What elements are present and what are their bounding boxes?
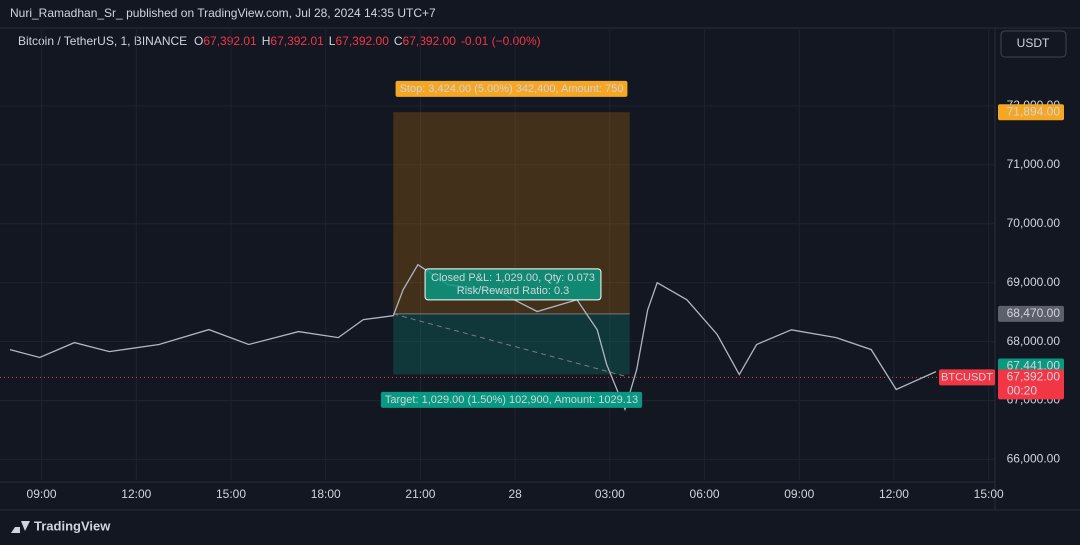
x-tick-label: 18:00 xyxy=(311,487,341,501)
ohlc-value: 67,392.00 xyxy=(335,34,389,48)
y-tick-label: 69,000.00 xyxy=(1007,275,1061,289)
y-tick-label: 68,000.00 xyxy=(1007,334,1061,348)
x-tick-label: 12:00 xyxy=(879,487,909,501)
ohlc-key: L xyxy=(329,34,336,48)
ratio-label: Risk/Reward Ratio: 0.3 xyxy=(457,285,570,297)
publisher: Nuri_Ramadhan_Sr_ published on TradingVi… xyxy=(10,6,436,20)
trade-path xyxy=(393,313,630,378)
last-price-bg xyxy=(998,369,1064,400)
x-tick-label: 03:00 xyxy=(595,487,625,501)
symbol-tag-bg xyxy=(939,369,995,386)
pnl-label: Closed P&L: 1,029.00, Qty: 0.073 xyxy=(431,272,595,284)
currency: USDT xyxy=(1017,36,1050,50)
x-tick-label: 15:00 xyxy=(216,487,246,501)
entry-price: 68,470.00 xyxy=(1007,306,1061,320)
x-tick-label: 15:00 xyxy=(974,487,1004,501)
currency-button[interactable] xyxy=(1000,30,1067,58)
x-tick-label: 09:00 xyxy=(784,487,814,501)
last-price: 67,392.00 xyxy=(1007,370,1061,384)
brand: TradingView xyxy=(34,518,111,533)
grid xyxy=(0,30,995,480)
x-tick-label: 09:00 xyxy=(27,487,57,501)
logo xyxy=(11,521,30,533)
stop-label-bg xyxy=(395,80,628,97)
y-tick-label: 71,000.00 xyxy=(1007,157,1061,171)
change: -0.01 (−0.00%) xyxy=(461,34,541,48)
ohlc-key: H xyxy=(262,34,271,48)
ohlc-key: O xyxy=(194,34,203,48)
pnl-box xyxy=(424,268,602,301)
x-tick-label: 06:00 xyxy=(690,487,720,501)
ohlc: O67,392.01 H67,392.01 L67,392.00 C67,392.00… xyxy=(194,34,541,48)
y-tick-label: 70,000.00 xyxy=(1007,216,1061,230)
price-line xyxy=(9,263,937,412)
stop-price: 71,894.00 xyxy=(1007,104,1061,118)
symbol: Bitcoin / TetherUS, 1, BINANCE xyxy=(18,34,187,48)
target-label-bg xyxy=(380,391,643,408)
symbol-tag: BTCUSDT xyxy=(941,371,993,383)
ohlc-value: 67,392.01 xyxy=(203,34,257,48)
stop-label: Stop: 3,424.00 (5.00%) 342,400, Amount: … xyxy=(400,83,624,95)
ohlc-value: 67,392.00 xyxy=(403,34,457,48)
entry-price-bg xyxy=(998,305,1064,322)
target-label: Target: 1,029.00 (1.50%) 102,900, Amount… xyxy=(385,394,638,406)
x-tick-label: 21:00 xyxy=(405,487,435,501)
ohlc-key: C xyxy=(394,34,403,48)
ohlc-value: 67,392.01 xyxy=(270,34,324,48)
target-price: 67,441.00 xyxy=(1007,359,1061,373)
x-tick-label: 12:00 xyxy=(121,487,151,501)
countdown: 00:20 xyxy=(1007,384,1037,398)
stop-price-bg xyxy=(998,104,1064,121)
y-tick-label: 66,000.00 xyxy=(1007,452,1061,466)
x-tick-label: 28 xyxy=(508,487,522,501)
